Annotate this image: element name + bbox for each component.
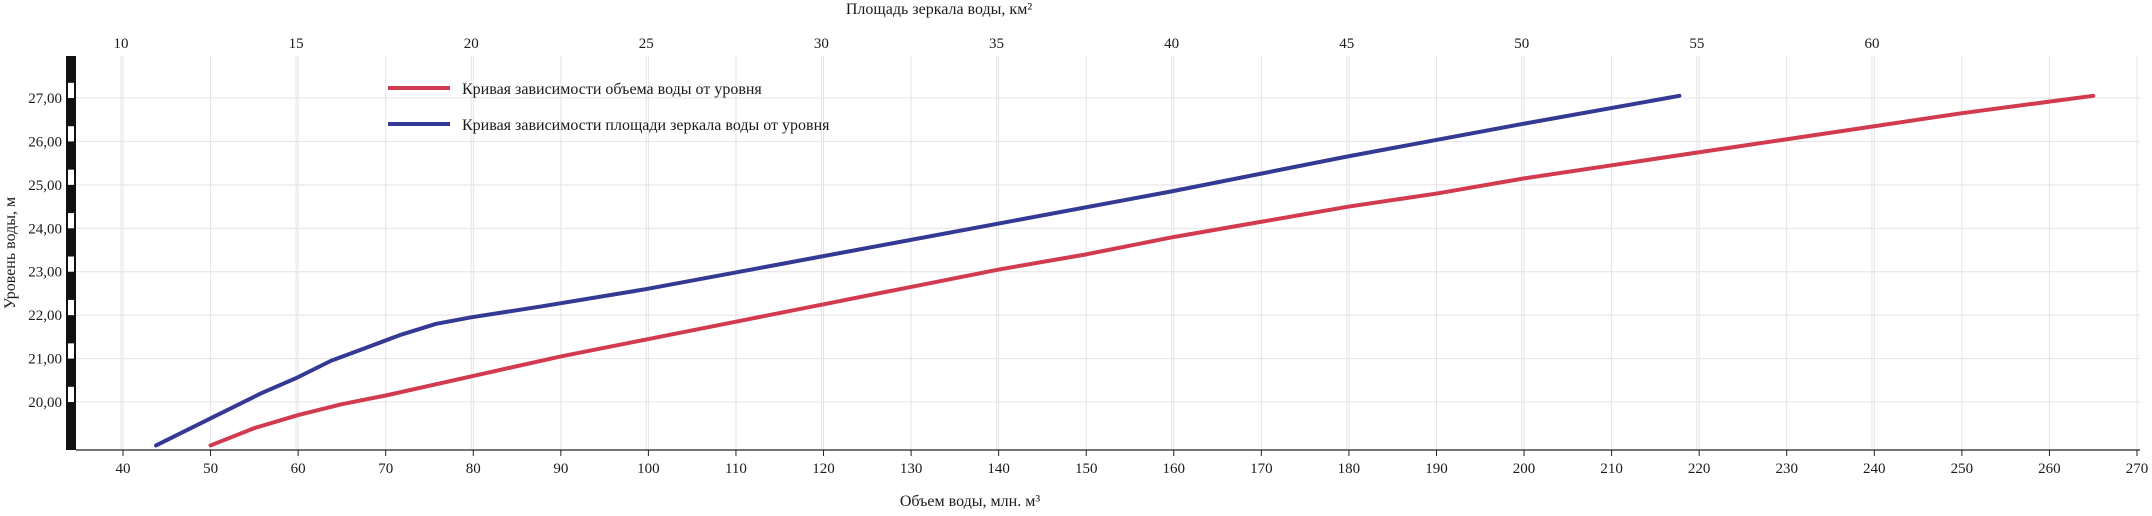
y-tick-label: 25,00 [28, 178, 62, 194]
y-tick-label: 24,00 [28, 221, 62, 237]
x-tick-label: 40 [116, 461, 131, 477]
x-tick-label: 250 [1951, 461, 1974, 477]
x2-axis-title: Площадь зеркала воды, км² [846, 1, 1032, 18]
x-tick-label: 210 [1600, 461, 1623, 477]
x-tick-label: 80 [466, 461, 481, 477]
legend-label: Кривая зависимости объема воды от уровня [462, 81, 762, 98]
x-tick-label: 260 [2038, 461, 2061, 477]
y-axis-bar-notch [68, 343, 74, 359]
legend-label: Кривая зависимости площади зеркала воды … [462, 117, 830, 134]
x2-axis-ticks: 10 15 20 25 30 35 40 45 50 55 60 [114, 36, 1880, 52]
x-tick-label: 130 [900, 461, 923, 477]
y-axis-bar-notches [68, 82, 74, 402]
x2-tick-label: 40 [1164, 36, 1179, 52]
x2-tick-label: 45 [1339, 36, 1354, 52]
grid-lines [76, 56, 2140, 450]
y-tick-label: 22,00 [28, 308, 62, 324]
x2-tick-label: 30 [814, 36, 829, 52]
x2-tick-label: 50 [1514, 36, 1529, 52]
x-tick-label: 230 [1775, 461, 1798, 477]
x-axis-ticks: 40 50 60 70 80 90 100 110 120 130 140 150 160 170 180 1… [116, 450, 2149, 477]
x-axis-title: Объем воды, млн. м³ [900, 493, 1040, 510]
y-axis-bar [66, 56, 76, 450]
x-tick-label: 240 [1863, 461, 1886, 477]
x-tick-label: 180 [1338, 461, 1361, 477]
x2-tick-label: 55 [1689, 36, 1704, 52]
area-curve-line [154, 93, 1682, 448]
x2-tick-label: 25 [639, 36, 654, 52]
y-axis-bar-notch [68, 169, 74, 185]
x2-tick-label: 35 [989, 36, 1004, 52]
y-axis-bar-notch [68, 126, 74, 142]
y-axis-bar-notch [68, 386, 74, 402]
y-tick-label: 26,00 [28, 134, 62, 150]
y-tick-label: 21,00 [28, 352, 62, 368]
x-tick-label: 190 [1425, 461, 1448, 477]
x-tick-label: 200 [1513, 461, 1536, 477]
x-tick-label: 270 [2126, 461, 2149, 477]
volume-curve-line [208, 93, 2096, 448]
x2-tick-label: 10 [114, 36, 129, 52]
x-tick-label: 170 [1250, 461, 1273, 477]
x2-tick-label: 60 [1865, 36, 1880, 52]
x-tick-label: 70 [378, 461, 393, 477]
x-tick-label: 120 [812, 461, 835, 477]
x-tick-label: 50 [203, 461, 218, 477]
y-axis-bar-notch [68, 299, 74, 316]
y-axis-bar-notch [68, 213, 74, 229]
y-tick-label: 27,00 [28, 91, 62, 107]
x-tick-label: 140 [987, 461, 1010, 477]
x-tick-label: 60 [291, 461, 306, 477]
series-lines [154, 93, 2096, 448]
x-tick-label: 150 [1075, 461, 1098, 477]
y-axis-bar-notch [68, 256, 74, 272]
x2-tick-label: 15 [289, 36, 304, 52]
x-tick-label: 160 [1163, 461, 1186, 477]
x-tick-label: 220 [1688, 461, 1711, 477]
legend: Кривая зависимости объема воды от уровня… [388, 81, 830, 134]
x2-tick-label: 20 [464, 36, 479, 52]
x-tick-label: 90 [553, 461, 568, 477]
y-tick-label: 23,00 [28, 265, 62, 281]
y-axis-bar-notch [68, 82, 74, 98]
y-axis-ticks: 20,00 21,00 22,00 23,00 24,00 25,00 26,00 27,00 [28, 91, 62, 411]
x-tick-label: 100 [637, 461, 660, 477]
y-axis-title: Уровень воды, м [2, 197, 19, 309]
x-tick-label: 110 [725, 461, 747, 477]
y-tick-label: 20,00 [28, 395, 62, 411]
